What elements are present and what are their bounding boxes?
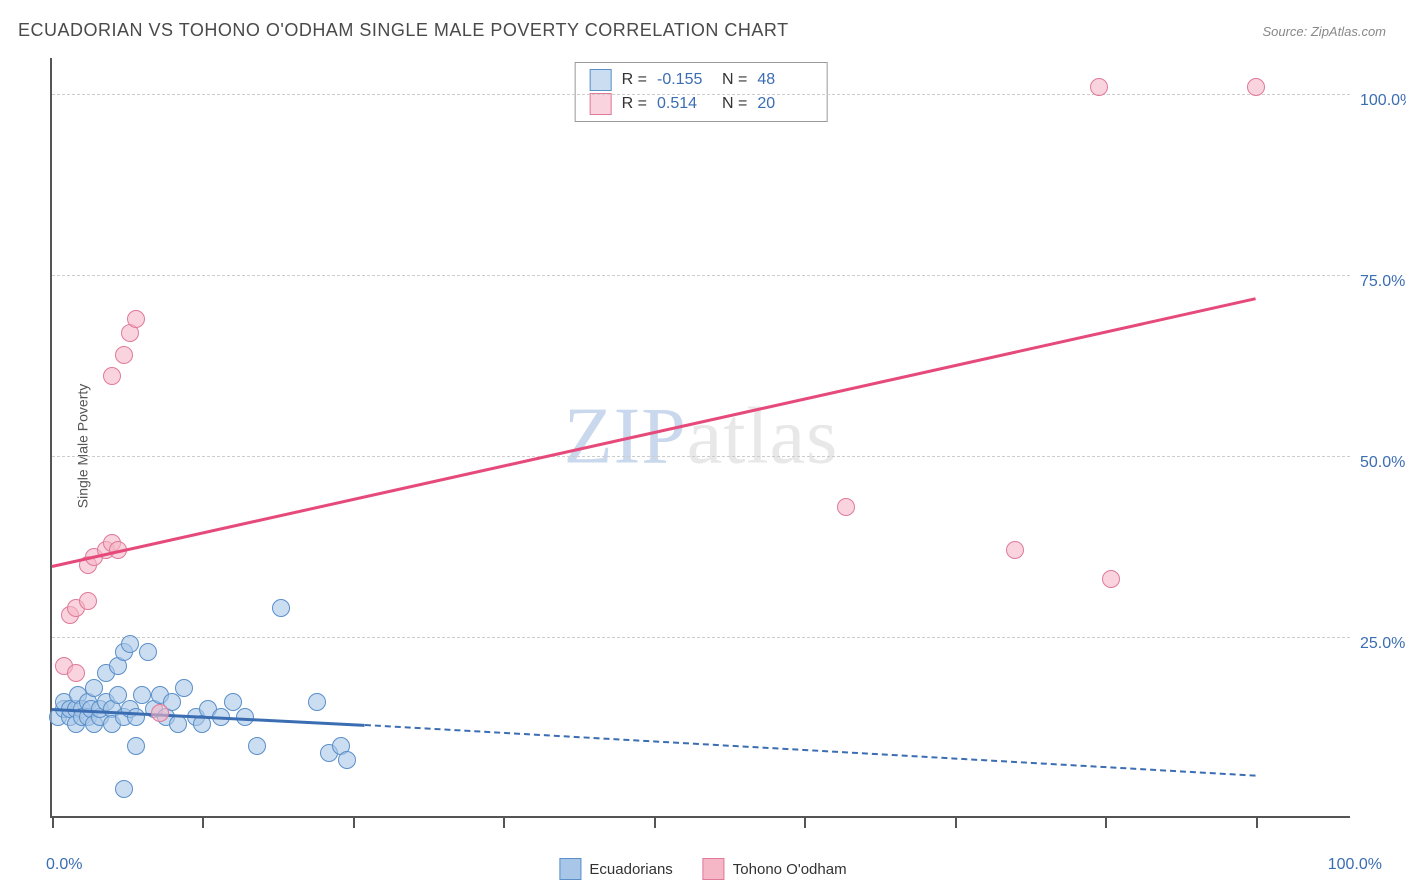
legend-swatch [590,93,612,115]
data-point [308,693,326,711]
stat-row: R = 0.514 N = 20 [590,92,813,116]
stat-r-value: 0.514 [657,92,712,116]
stat-n-value: 48 [757,68,812,92]
x-tick-label-max: 100.0% [1328,856,1382,874]
x-tick [52,816,54,828]
data-point [127,737,145,755]
stat-r-value: -0.155 [657,68,712,92]
data-point [175,679,193,697]
data-point [332,737,350,755]
data-point [133,686,151,704]
data-point [69,686,87,704]
gridline [52,456,1350,457]
series-legend: Ecuadorians Tohono O'odham [559,858,846,880]
data-point [109,657,127,675]
stat-r-label: R = [622,92,647,116]
legend-swatch [703,858,725,880]
y-tick-label: 75.0% [1360,273,1406,291]
data-point [320,744,338,762]
data-point [97,693,115,711]
x-tick [202,816,204,828]
x-tick [353,816,355,828]
gridline [52,275,1350,276]
data-point [103,700,121,718]
data-point [103,715,121,733]
data-point [97,664,115,682]
data-point [103,367,121,385]
x-tick [804,816,806,828]
plot-area: ZIPatlas R =-0.155N =48R =0.514N =20 25.… [50,58,1350,818]
x-tick [1105,816,1107,828]
data-point [151,686,169,704]
y-tick-label: 50.0% [1360,454,1406,472]
data-point [248,737,266,755]
x-tick-label-min: 0.0% [46,856,82,874]
gridline [52,637,1350,638]
data-point [55,657,73,675]
stat-n-label: N = [722,92,747,116]
data-point [79,592,97,610]
stat-n-value: 20 [757,92,812,116]
data-point [121,324,139,342]
x-tick [654,816,656,828]
legend-item: Tohono O'odham [703,858,847,880]
data-point [85,715,103,733]
source-attribution: Source: ZipAtlas.com [1262,24,1386,39]
data-point [115,708,133,726]
legend-swatch [590,69,612,91]
stat-row: R = -0.155 N = 48 [590,68,813,92]
data-point [338,751,356,769]
legend-label: Tohono O'odham [733,861,847,878]
data-point [67,664,85,682]
data-point [1102,570,1120,588]
data-point [224,693,242,711]
gridline [52,94,1350,95]
data-point [127,708,145,726]
y-tick-label: 25.0% [1360,635,1406,653]
data-point [67,715,85,733]
data-point [67,599,85,617]
y-tick-label: 100.0% [1360,92,1406,110]
data-point [127,310,145,328]
data-point [837,498,855,516]
data-point [79,693,97,711]
data-point [109,686,127,704]
x-tick [955,816,957,828]
legend-swatch [559,858,581,880]
chart-title: ECUADORIAN VS TOHONO O'ODHAM SINGLE MALE… [18,20,789,41]
data-point [115,643,133,661]
data-point [85,679,103,697]
trend-line [52,708,365,727]
legend-item: Ecuadorians [559,858,672,880]
stat-r-label: R = [622,68,647,92]
watermark: ZIPatlas [564,392,839,483]
trend-line-extrapolation [365,724,1256,777]
data-point [115,780,133,798]
x-tick [503,816,505,828]
correlation-chart: ECUADORIAN VS TOHONO O'ODHAM SINGLE MALE… [0,0,1406,892]
statistics-legend-box: R = -0.155 N = 48 R = 0.514 N = 20 [575,62,828,122]
data-point [163,693,181,711]
data-point [121,700,139,718]
x-tick [1256,816,1258,828]
data-point [1006,541,1024,559]
data-point [115,346,133,364]
legend-label: Ecuadorians [589,861,672,878]
data-point [272,599,290,617]
data-point [139,643,157,661]
data-point [61,606,79,624]
watermark-atlas: atlas [687,392,839,483]
trend-line [52,297,1256,568]
stat-n-label: N = [722,68,747,92]
